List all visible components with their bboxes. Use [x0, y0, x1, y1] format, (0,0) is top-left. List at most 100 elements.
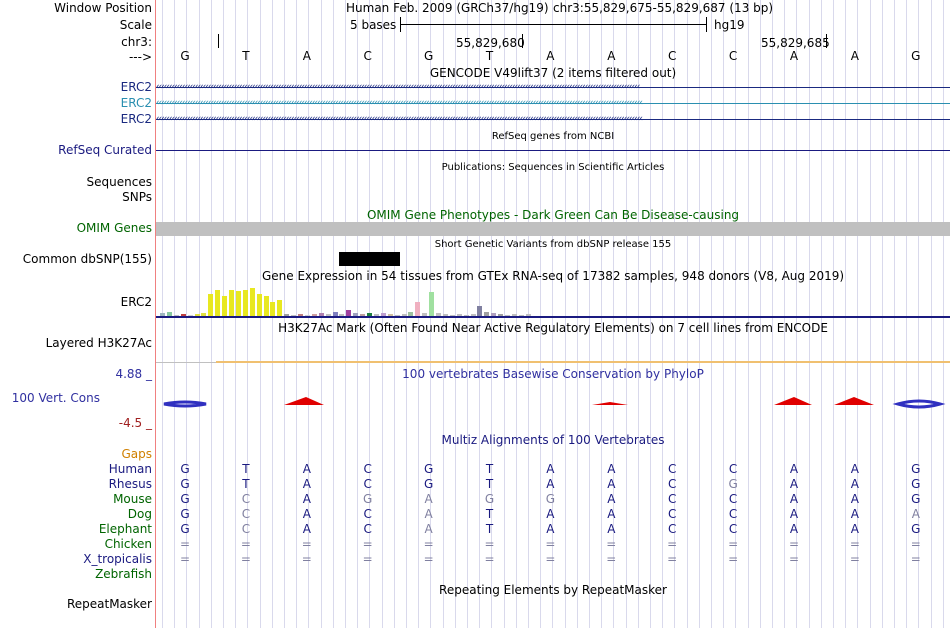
gaps-label[interactable]: Gaps	[121, 447, 152, 461]
gtex-tissue-bar[interactable]	[235, 291, 241, 316]
gtex-tissue-bar[interactable]	[284, 314, 290, 316]
gtex-tissue-bar[interactable]	[477, 306, 483, 316]
gencode-gene-1[interactable]: ‹‹‹‹‹‹‹‹‹‹‹‹‹‹‹‹‹‹‹‹‹‹‹‹‹‹‹‹‹‹‹‹‹‹‹‹‹‹‹‹…	[156, 82, 950, 92]
gtex-tissue-bar[interactable]	[436, 313, 441, 316]
omim-gene-bar[interactable]	[156, 222, 950, 236]
gtex-tissue-bar[interactable]	[298, 314, 303, 316]
gtex-tissue-bar[interactable]	[318, 313, 324, 316]
track-data-area[interactable]: Human Feb. 2009 (GRCh37/hg19) chr3:55,82…	[156, 0, 950, 628]
gtex-tissue-bar[interactable]	[229, 290, 234, 316]
gtex-tissue-bar[interactable]	[373, 314, 379, 316]
gtex-tissue-bar[interactable]	[201, 313, 207, 316]
gtex-tissue-bar[interactable]	[208, 294, 214, 316]
common-dbsnp-label[interactable]: Common dbSNP(155)	[22, 252, 152, 266]
alignment-base: G	[911, 477, 921, 491]
species-label-zebrafish[interactable]: Zebrafish	[95, 567, 152, 581]
gtex-tissue-bar[interactable]	[456, 314, 462, 316]
gtex-tissue-bar[interactable]	[304, 315, 310, 316]
gtex-tissue-bar[interactable]	[394, 315, 400, 316]
gtex-tissue-bar[interactable]	[173, 315, 179, 316]
gtex-tissue-bar[interactable]	[525, 314, 531, 316]
vert-cons-label[interactable]: 100 Vert. Cons	[11, 391, 100, 405]
gtex-tissue-bar[interactable]	[166, 312, 172, 316]
species-label-mouse[interactable]: Mouse	[113, 492, 152, 506]
gtex-tissue-bar[interactable]	[277, 300, 283, 316]
gtex-tissue-bar[interactable]	[470, 314, 476, 316]
species-label-elephant[interactable]: Elephant	[98, 522, 152, 536]
omim-genes-label[interactable]: OMIM Genes	[76, 221, 152, 235]
gtex-tissue-bar[interactable]	[160, 313, 165, 316]
reference-base: C	[363, 49, 372, 63]
gtex-tissue-bar[interactable]	[180, 314, 186, 316]
gtex-tissue-bar[interactable]	[187, 315, 193, 316]
gtex-tissue-bar[interactable]	[491, 313, 497, 316]
species-label-chicken[interactable]: Chicken	[104, 537, 152, 551]
gtex-tissue-bar[interactable]	[429, 292, 435, 316]
gridline	[638, 0, 639, 628]
gridline	[199, 0, 200, 628]
gtex-tissue-bar[interactable]	[380, 313, 386, 316]
gtex-tissue-bar[interactable]	[256, 294, 262, 316]
gtex-tissue-bar[interactable]	[222, 296, 228, 316]
species-label-rhesus[interactable]: Rhesus	[108, 477, 152, 491]
gtex-tissue-bar[interactable]	[332, 312, 338, 316]
gtex-tissue-bar[interactable]	[463, 315, 469, 316]
gtex-tissue-bar[interactable]	[353, 313, 359, 316]
gtex-tissue-bar[interactable]	[422, 313, 428, 316]
alignment-base: =	[849, 537, 860, 551]
publications-track-title: Publications: Sequences in Scientific Ar…	[441, 162, 665, 173]
gtex-expression-bars[interactable]	[156, 284, 950, 316]
gtex-tissue-bar[interactable]	[249, 288, 255, 316]
gtex-tissue-bar[interactable]	[442, 314, 448, 316]
gtex-tissue-bar[interactable]	[511, 314, 517, 316]
species-label-xtropicalis[interactable]: X_tropicalis	[83, 552, 152, 566]
alignment-base: G	[484, 492, 495, 506]
gtex-tissue-bar[interactable]	[484, 312, 490, 316]
refseq-curated-label[interactable]: RefSeq Curated	[58, 143, 152, 157]
species-label-human[interactable]: Human	[108, 462, 152, 476]
phylop-pos-peak-1	[284, 397, 324, 405]
dbsnp-variant-block[interactable]	[339, 252, 400, 266]
gtex-tissue-bar[interactable]	[498, 314, 504, 316]
gtex-tissue-bar[interactable]	[360, 314, 366, 316]
gtex-tissue-bar[interactable]	[505, 315, 510, 316]
gencode-gene-label-1[interactable]: ERC2	[120, 80, 152, 94]
gtex-tissue-bar[interactable]	[387, 314, 393, 316]
gtex-tissue-bar[interactable]	[401, 314, 407, 316]
gtex-tissue-bar[interactable]	[215, 290, 221, 316]
gtex-tissue-bar[interactable]	[270, 302, 276, 316]
repeatmasker-label[interactable]: RepeatMasker	[66, 597, 152, 611]
sequences-label[interactable]: Sequences	[86, 175, 152, 189]
gtex-tissue-bar[interactable]	[242, 290, 248, 316]
alignment-base: =	[484, 552, 495, 566]
gencode-gene-label-3[interactable]: ERC2	[120, 112, 152, 126]
phylop-pos-peak-3	[774, 397, 812, 405]
snps-label[interactable]: SNPs	[122, 190, 152, 204]
gtex-tissue-bar[interactable]	[263, 296, 269, 316]
gtex-tissue-bar[interactable]	[518, 315, 524, 316]
gtex-tissue-bar[interactable]	[325, 314, 331, 316]
gtex-tissue-bar[interactable]	[415, 302, 421, 316]
gencode-gene-label-2[interactable]: ERC2	[120, 96, 152, 110]
gtex-tissue-bar[interactable]	[194, 314, 200, 316]
gtex-tissue-bar[interactable]	[449, 315, 455, 316]
scale-bar-left-cap	[400, 17, 401, 32]
gtex-gene-label[interactable]: ERC2	[120, 295, 152, 309]
gtex-tissue-bar[interactable]	[346, 310, 352, 316]
refseq-gene-line[interactable]	[156, 150, 950, 151]
gtex-tissue-bar[interactable]	[367, 313, 372, 316]
h3k27ac-signal[interactable]	[216, 361, 950, 363]
gtex-tissue-bar[interactable]	[408, 312, 414, 316]
phylop-signal[interactable]	[156, 392, 950, 412]
alignment-base: A	[850, 507, 859, 521]
species-label-dog[interactable]: Dog	[127, 507, 152, 521]
gencode-gene-3[interactable]: ‹‹‹‹‹‹‹‹‹‹‹‹‹‹‹‹‹‹‹‹‹‹‹‹‹‹‹‹‹‹‹‹‹‹‹‹‹‹‹‹…	[156, 114, 950, 124]
scale-bases-text: 5 bases	[350, 18, 397, 32]
gtex-tissue-bar[interactable]	[291, 315, 297, 316]
gtex-tissue-bar[interactable]	[311, 314, 317, 316]
gencode-gene-2[interactable]: ‹‹‹‹‹‹‹‹‹‹‹‹‹‹‹‹‹‹‹‹‹‹‹‹‹‹‹‹‹‹‹‹‹‹‹‹‹‹‹‹…	[156, 98, 950, 108]
gtex-tissue-bar[interactable]	[339, 314, 345, 316]
layered-h3k27ac-label[interactable]: Layered H3K27Ac	[45, 336, 152, 350]
